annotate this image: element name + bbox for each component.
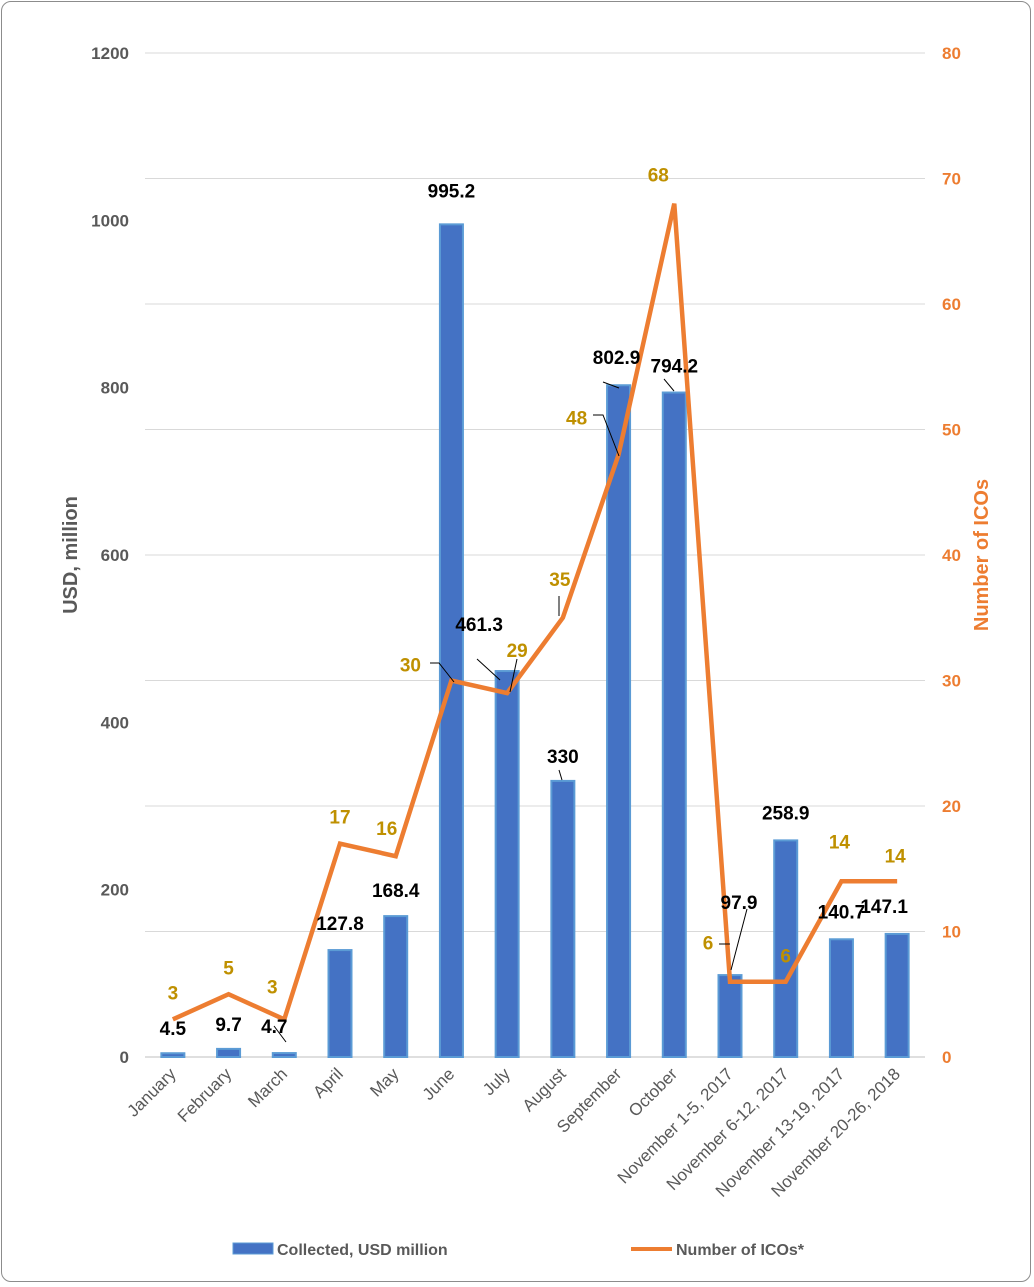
line-value-label: 17 [329, 808, 350, 829]
line-value-label: 14 [885, 846, 907, 867]
bar [217, 1049, 240, 1057]
bar-value-label: 147.1 [860, 897, 908, 918]
line-value-label: 30 [400, 656, 421, 677]
right-tick-label: 30 [942, 672, 961, 691]
bar-value-label: 330 [547, 747, 579, 768]
line-value-label: 3 [168, 983, 179, 1004]
category-label: June [419, 1064, 459, 1104]
right-tick-label: 60 [942, 295, 961, 314]
left-axis-ticks: 0 200 400 600 800 1000 1200 [91, 44, 129, 1067]
left-tick-label: 400 [101, 713, 129, 732]
right-axis-title: Number of ICOs [971, 479, 993, 631]
bar-value-label: 258.9 [762, 803, 810, 824]
legend-bar-swatch [233, 1243, 273, 1254]
bar [719, 975, 742, 1057]
bar [551, 781, 574, 1057]
bar [830, 939, 853, 1057]
category-label: April [309, 1064, 346, 1101]
line-value-label: 35 [549, 570, 571, 591]
bar [273, 1053, 296, 1057]
bar-value-label: 127.8 [316, 914, 364, 935]
category-label: February [174, 1064, 236, 1126]
right-tick-label: 70 [942, 170, 961, 189]
left-axis-title: USD, million [60, 496, 82, 614]
leader-line [559, 770, 562, 780]
category-label: May [366, 1064, 402, 1100]
bar [886, 934, 909, 1057]
bar-value-label: 168.4 [372, 881, 420, 902]
bar-value-label: 794.2 [651, 357, 699, 378]
right-axis-ticks: 0 10 20 30 40 50 60 70 80 [942, 44, 961, 1067]
bar [663, 393, 686, 1057]
left-tick-label: 1000 [91, 211, 129, 230]
bar [440, 224, 463, 1057]
line-value-label: 68 [648, 166, 669, 187]
line-value-label: 5 [223, 958, 234, 979]
bar [329, 950, 352, 1057]
category-label: January [123, 1064, 180, 1121]
bar [496, 671, 519, 1057]
bar-value-label: 140.7 [818, 902, 866, 923]
bar-value-label: 995.2 [428, 181, 476, 202]
bar-series [161, 224, 908, 1057]
gridlines [145, 53, 925, 1057]
left-tick-label: 1200 [91, 44, 129, 63]
category-label: August [519, 1064, 570, 1115]
leader-line [477, 659, 500, 680]
right-tick-label: 80 [942, 44, 961, 63]
category-label: July [479, 1064, 514, 1099]
right-tick-label: 20 [942, 797, 961, 816]
line-value-label: 48 [566, 409, 587, 430]
left-tick-label: 200 [101, 881, 129, 900]
left-tick-label: 600 [101, 546, 129, 565]
line-value-label: 6 [703, 934, 714, 955]
right-tick-label: 0 [942, 1048, 951, 1067]
legend: Collected, USD million Number of ICOs* [233, 1242, 805, 1259]
bar-value-label: 4.7 [261, 1017, 287, 1038]
bar [161, 1053, 184, 1057]
bar-value-label: 4.5 [160, 1019, 187, 1040]
category-label: October [625, 1064, 681, 1120]
bar [607, 385, 630, 1057]
leader-line [664, 379, 674, 391]
line-value-label: 16 [376, 819, 397, 840]
bar [384, 916, 407, 1057]
right-tick-label: 10 [942, 923, 961, 942]
leader-line [731, 909, 747, 970]
line-value-label: 6 [780, 947, 791, 968]
right-tick-label: 40 [942, 546, 961, 565]
line-value-label: 14 [829, 832, 851, 853]
bar-value-label: 9.7 [215, 1015, 241, 1036]
left-tick-label: 800 [101, 379, 129, 398]
bar-value-label: 461.3 [455, 615, 503, 636]
bar-value-label: 802.9 [593, 348, 641, 369]
legend-line-label: Number of ICOs* [676, 1242, 805, 1259]
line-value-label: 3 [267, 977, 278, 998]
line-value-label: 29 [507, 641, 528, 662]
bar-value-label: 97.9 [721, 893, 758, 914]
left-tick-label: 0 [120, 1048, 129, 1067]
right-tick-label: 50 [942, 421, 961, 440]
legend-bar-label: Collected, USD million [277, 1242, 448, 1259]
category-label: March [244, 1064, 291, 1111]
